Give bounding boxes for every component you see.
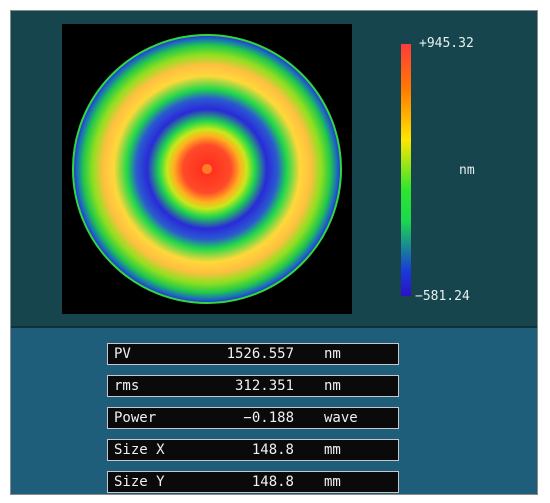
center-spot xyxy=(202,164,212,174)
stat-row-power: Power −0.188 wave xyxy=(107,407,399,429)
stat-label: Size Y xyxy=(114,474,165,490)
stat-value: 1526.557 xyxy=(226,346,294,362)
stat-label: PV xyxy=(114,346,131,362)
stat-label: rms xyxy=(114,378,140,394)
stat-unit: nm xyxy=(324,378,341,394)
stat-label: Power xyxy=(114,410,157,426)
stat-row-rms: rms 312.351 nm xyxy=(107,375,399,397)
stat-value: 148.8 xyxy=(251,442,294,458)
stat-value: −0.188 xyxy=(243,410,294,426)
stat-unit: wave xyxy=(324,410,358,426)
stat-label: Size X xyxy=(114,442,165,458)
plot-panel: +945.32 nm −581.24 xyxy=(11,11,537,326)
stat-row-size-x: Size X 148.8 mm xyxy=(107,439,399,461)
color-scale-min-label: −581.24 xyxy=(415,289,470,304)
stat-row-pv: PV 1526.557 nm xyxy=(107,343,399,365)
stat-unit: mm xyxy=(324,474,341,490)
color-scale-unit-label: nm xyxy=(459,163,475,178)
color-scale-max-label: +945.32 xyxy=(419,36,474,51)
stats-panel: PV 1526.557 nm rms 312.351 nm Power −0.1… xyxy=(11,328,537,494)
stat-value: 312.351 xyxy=(234,378,294,394)
color-scale-bar xyxy=(401,44,411,296)
stat-unit: nm xyxy=(324,346,341,362)
surface-map xyxy=(62,24,352,314)
panel-divider xyxy=(11,326,537,328)
stat-unit: mm xyxy=(324,442,341,458)
surface-map-graphic xyxy=(72,34,342,304)
interferometer-window: +945.32 nm −581.24 PV 1526.557 nm rms 31… xyxy=(10,10,538,495)
stat-value: 148.8 xyxy=(251,474,294,490)
stat-row-size-y: Size Y 148.8 mm xyxy=(107,471,399,493)
